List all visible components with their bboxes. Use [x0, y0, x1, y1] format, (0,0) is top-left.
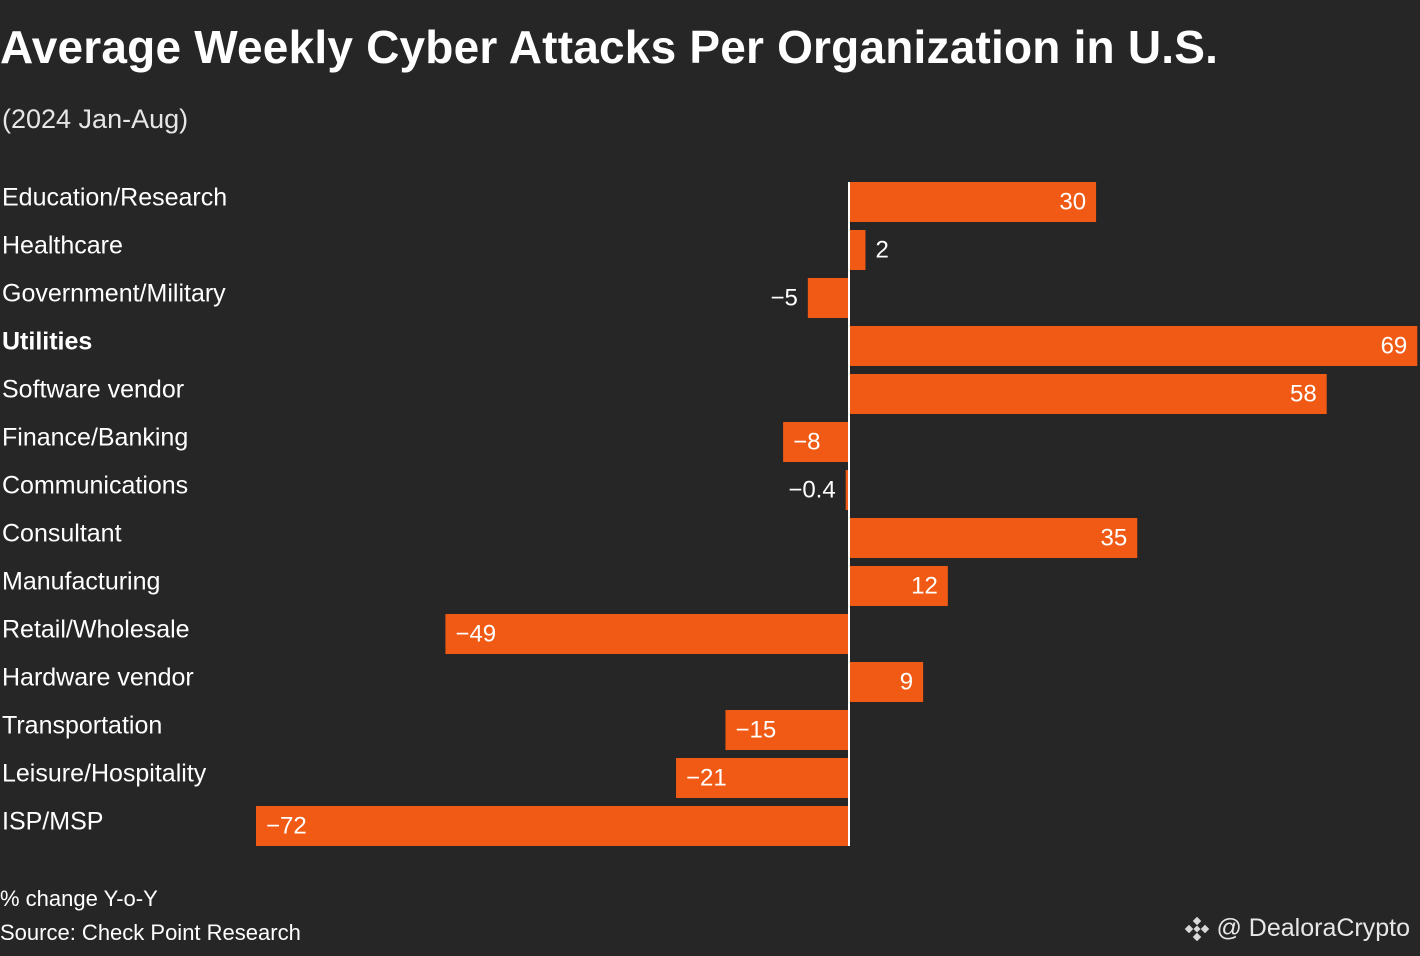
- category-label-leisure-hospitality: Leisure/Hospitality: [2, 760, 207, 788]
- bar-leisure-hospitality: [676, 758, 849, 798]
- bar-education-research: [849, 182, 1097, 222]
- category-label-healthcare: Healthcare: [2, 232, 123, 260]
- category-label-government-military: Government/Military: [2, 280, 226, 308]
- watermark-text: @ DealoraCrypto: [1216, 914, 1410, 942]
- value-label-transportation: −15: [735, 716, 776, 743]
- category-label-isp-msp: ISP/MSP: [2, 808, 103, 836]
- bar-retail-wholesale: [445, 614, 849, 654]
- value-label-consultant: 35: [1101, 524, 1128, 551]
- bar-hardware-vendor: [849, 662, 924, 702]
- category-label-manufacturing: Manufacturing: [2, 568, 160, 596]
- value-label-leisure-hospitality: −21: [686, 764, 727, 791]
- category-label-software-vendor: Software vendor: [2, 376, 184, 404]
- binance-logo-icon: [1185, 916, 1210, 941]
- bar-government-military: [807, 278, 849, 318]
- value-label-hardware-vendor: 9: [900, 668, 913, 695]
- chart-subtitle: (2024 Jan-Aug): [2, 104, 189, 134]
- value-label-government-military: −5: [770, 284, 797, 311]
- category-label-retail-wholesale: Retail/Wholesale: [2, 616, 190, 644]
- bar-consultant: [849, 518, 1138, 558]
- value-label-finance-banking: −8: [793, 428, 820, 455]
- value-label-healthcare: 2: [875, 236, 888, 263]
- bar-isp-msp: [256, 806, 849, 846]
- axis-unit-note: % change Y-o-Y: [0, 886, 158, 911]
- watermark: @ DealoraCrypto: [1184, 914, 1410, 943]
- bar-manufacturing: [849, 566, 948, 606]
- bar-healthcare: [849, 230, 866, 270]
- value-label-retail-wholesale: −49: [455, 620, 496, 647]
- bar-communications: [845, 470, 849, 510]
- value-label-manufacturing: 12: [911, 572, 938, 599]
- chart-title: Average Weekly Cyber Attacks Per Organiz…: [0, 21, 1219, 73]
- bar-transportation: [725, 710, 849, 750]
- value-label-education-research: 30: [1059, 188, 1086, 215]
- bar-finance-banking: [783, 422, 849, 462]
- category-label-transportation: Transportation: [2, 712, 162, 740]
- value-label-isp-msp: −72: [266, 812, 307, 839]
- source-note: Source: Check Point Research: [0, 920, 301, 945]
- category-label-consultant: Consultant: [2, 520, 122, 548]
- category-label-education-research: Education/Research: [2, 184, 227, 212]
- bar-software-vendor: [849, 374, 1327, 414]
- category-label-finance-banking: Finance/Banking: [2, 424, 188, 452]
- value-label-software-vendor: 58: [1290, 380, 1317, 407]
- category-label-communications: Communications: [2, 472, 188, 500]
- category-label-hardware-vendor: Hardware vendor: [2, 664, 194, 692]
- bar-utilities: [849, 326, 1418, 366]
- category-label-utilities: Utilities: [2, 328, 92, 356]
- value-label-utilities: 69: [1381, 332, 1408, 359]
- value-label-communications: −0.4: [788, 476, 835, 503]
